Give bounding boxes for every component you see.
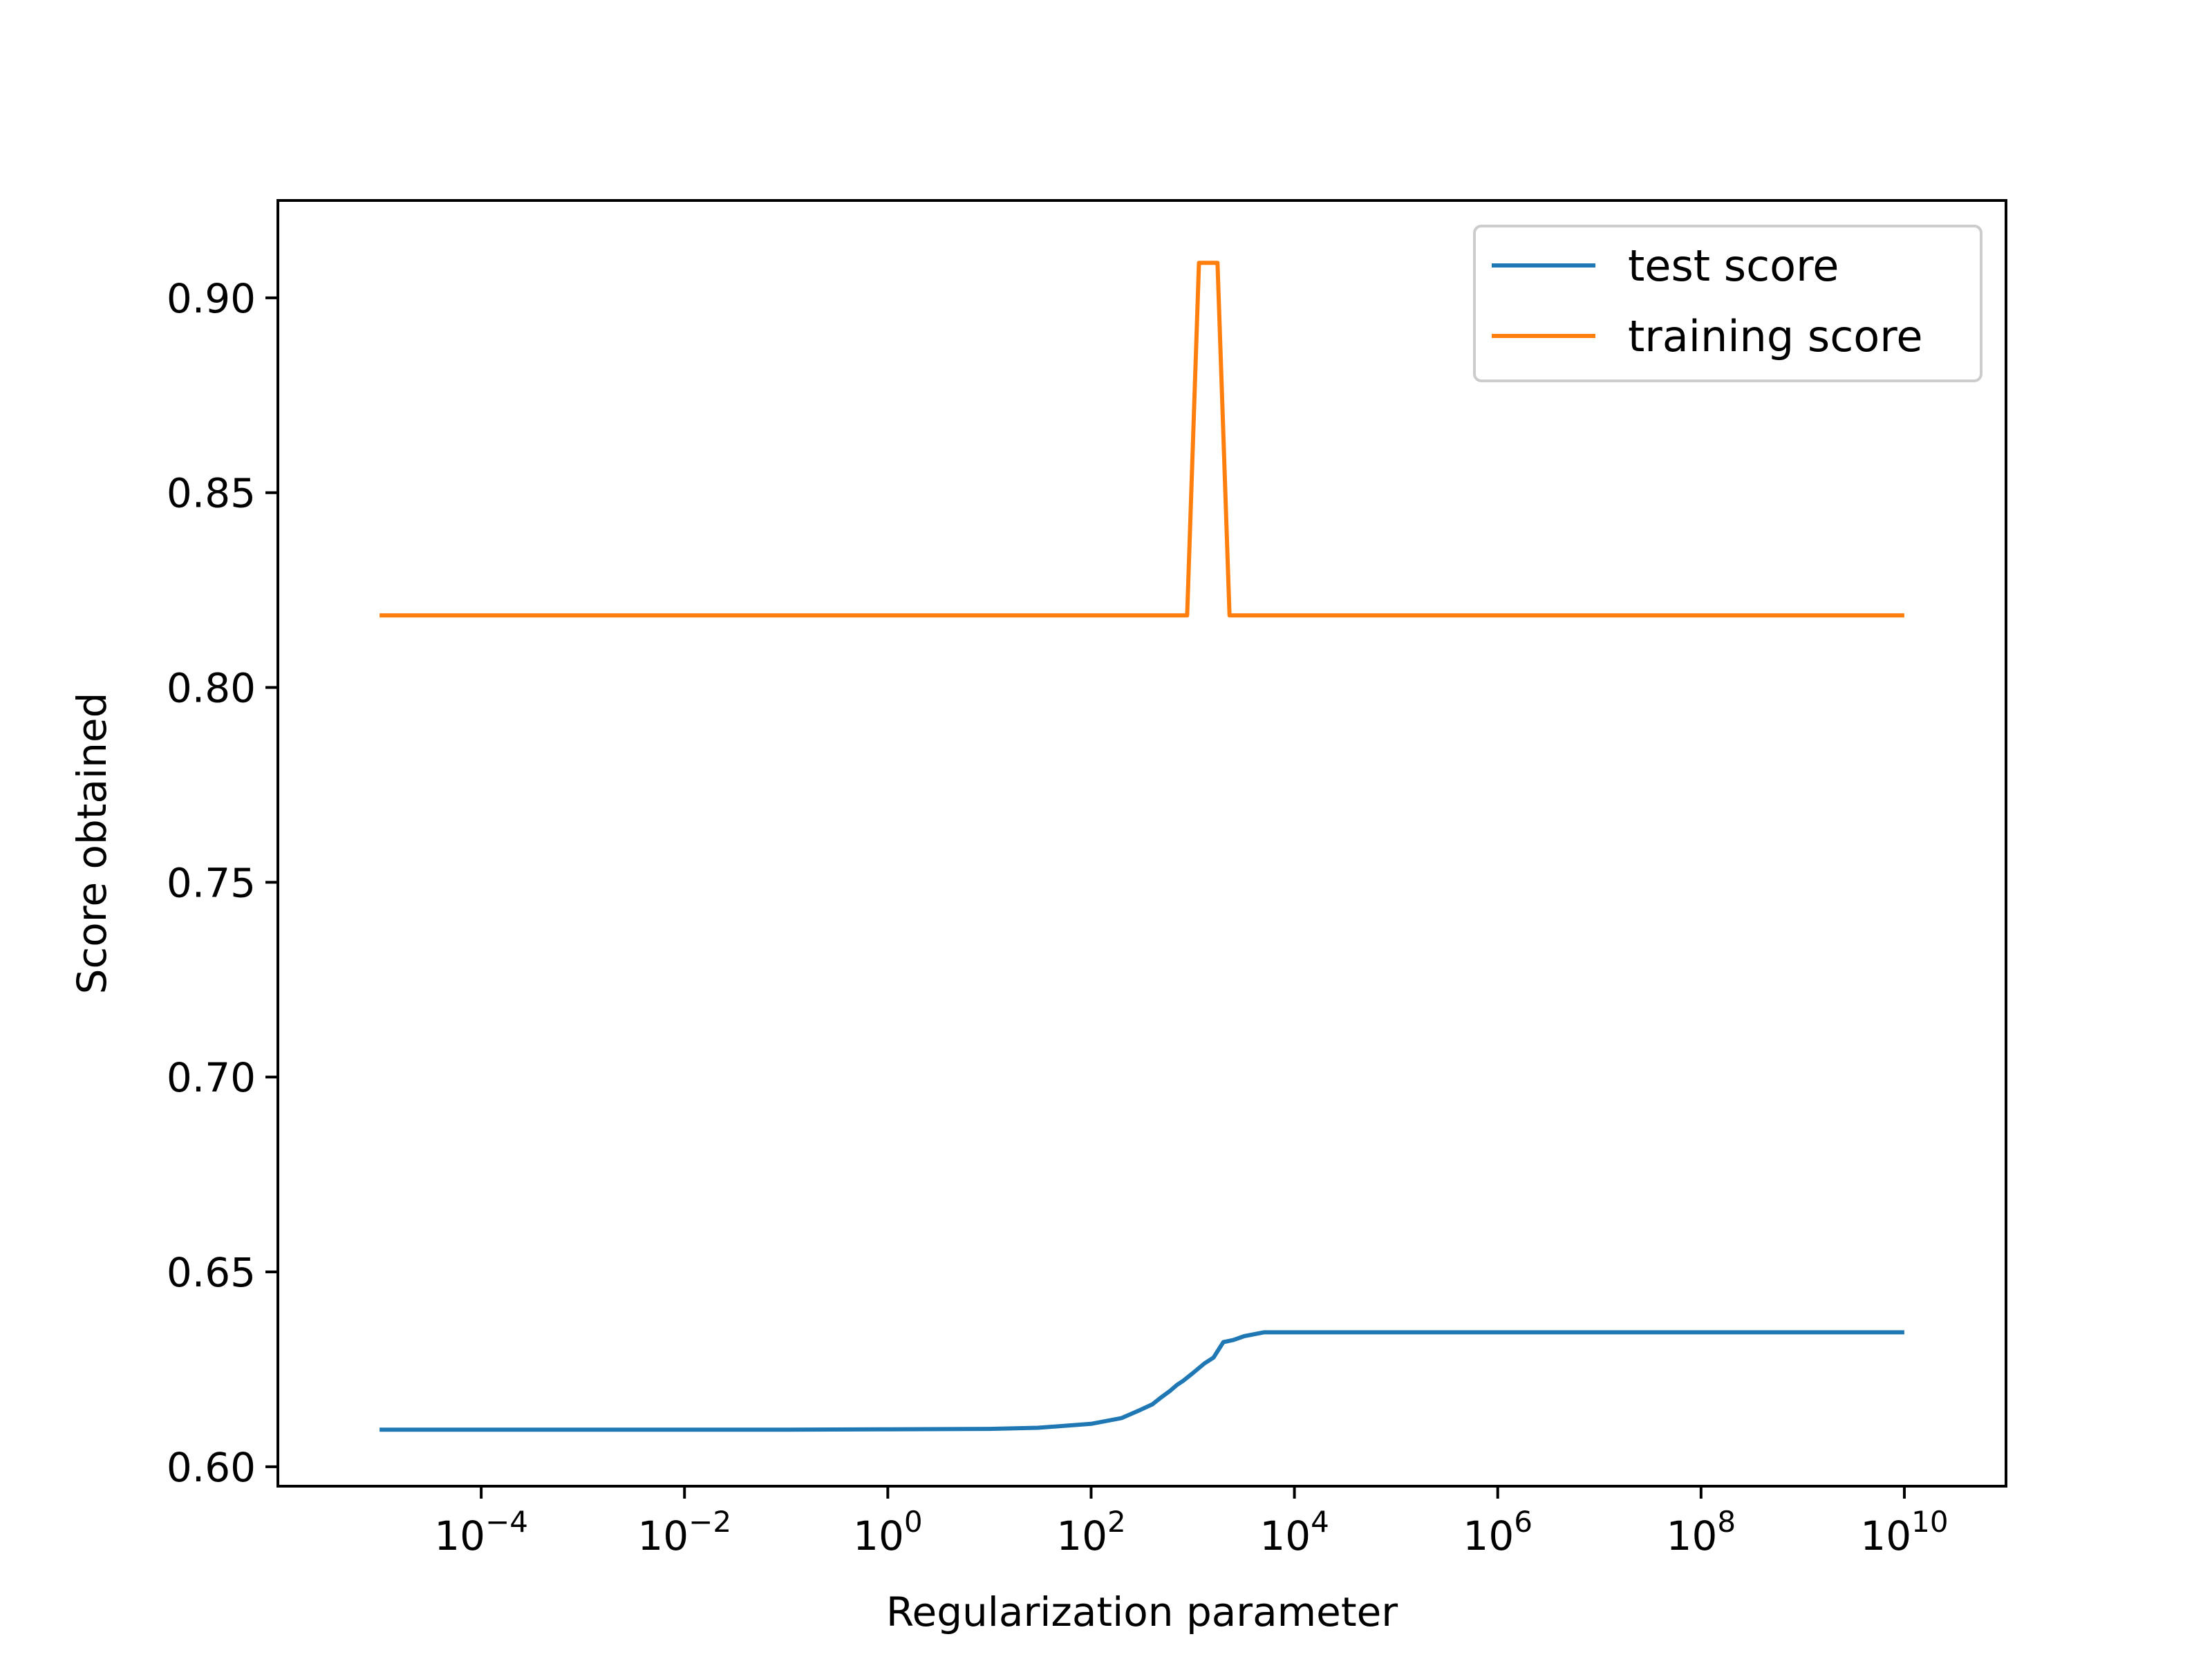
y-tick-label: 0.75 xyxy=(167,859,256,906)
legend: test score training score xyxy=(1473,225,1983,382)
series-line-0 xyxy=(379,1330,1904,1432)
x-tick-label: 10−4 xyxy=(434,1505,528,1559)
y-axis: 0.60 0.65 0.70 0.75 0.80 0.85 0.90 xyxy=(167,275,278,1491)
y-tick-label: 0.85 xyxy=(167,470,256,517)
x-tick-label: 102 xyxy=(1056,1505,1126,1559)
x-tick-label: 106 xyxy=(1463,1505,1533,1559)
x-tick-label: 104 xyxy=(1259,1505,1329,1559)
x-axis-label: Regularization parameter xyxy=(886,1588,1398,1635)
y-tick-label: 0.60 xyxy=(167,1444,256,1491)
x-tick-label: 100 xyxy=(853,1505,923,1559)
x-axis: 10−4 10−2 100 102 104 106 108 1010 xyxy=(434,1486,1949,1559)
x-tick-label: 10−2 xyxy=(637,1505,731,1559)
legend-label-1: training score xyxy=(1628,311,1923,362)
y-axis-label: Score obtained xyxy=(68,693,115,995)
legend-box xyxy=(1473,225,1983,382)
x-tick-label: 1010 xyxy=(1860,1505,1948,1559)
series-line-1 xyxy=(379,261,1904,618)
y-tick-label: 0.90 xyxy=(167,275,256,322)
x-tick-label: 108 xyxy=(1667,1505,1736,1559)
y-tick-label: 0.65 xyxy=(167,1249,256,1296)
legend-label-0: test score xyxy=(1628,241,1839,291)
plot-frame xyxy=(276,199,2007,1488)
y-tick-label: 0.70 xyxy=(167,1054,256,1101)
y-tick-label: 0.80 xyxy=(167,665,256,712)
plot-lines xyxy=(379,261,1904,1432)
